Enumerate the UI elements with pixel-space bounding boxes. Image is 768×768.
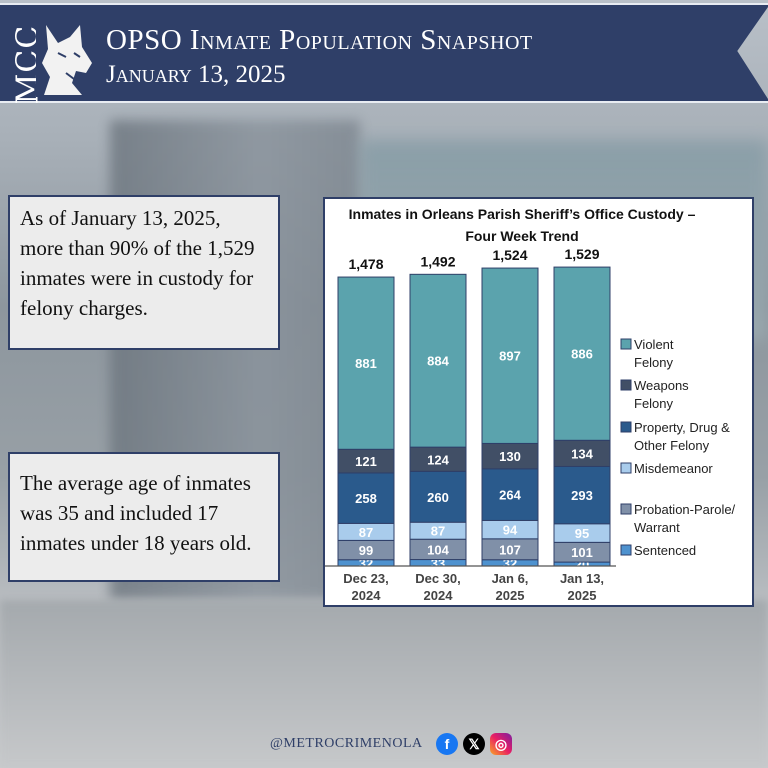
bar-segment [409, 470, 467, 523]
legend-label: Other Felony [634, 438, 710, 453]
segment-label: 121 [355, 454, 377, 469]
legend-label: Felony [634, 396, 674, 411]
legend-swatch [620, 462, 632, 474]
legend-label: Sentenced [634, 543, 696, 558]
legend-swatch [620, 379, 632, 391]
legend-label: Misdemeanor [634, 461, 713, 476]
segment-label: 87 [359, 525, 373, 540]
bar-segment [337, 472, 395, 524]
segment-label: 264 [499, 488, 521, 503]
bar-segment [553, 465, 611, 525]
legend-label: Weapons [634, 378, 689, 393]
x-tick-label: 2025 [568, 588, 597, 603]
bar-segment [481, 267, 539, 444]
total-label: 1,492 [420, 253, 455, 269]
total-label: 1,478 [348, 256, 383, 272]
mcc-logo: MCC [6, 19, 96, 103]
legend-label: Felony [634, 355, 674, 370]
chart-panel: Inmates in Orleans Parish Sheriff’s Offi… [323, 197, 754, 607]
wolf-logo-icon [36, 23, 96, 97]
chart-title: Inmates in Orleans Parish Sheriff’s Offi… [349, 206, 696, 222]
legend-label: Probation-Parole/ [634, 502, 736, 517]
segment-label: 99 [359, 543, 373, 558]
bar-segment [481, 468, 539, 521]
instagram-icon[interactable]: ◎ [490, 733, 512, 755]
x-tick-label: 2024 [424, 588, 454, 603]
segment-label: 293 [571, 488, 593, 503]
x-tick-label: Dec 23, [343, 571, 389, 586]
facebook-icon[interactable]: f [436, 733, 458, 755]
segment-label: 87 [431, 524, 445, 539]
legend-label: Violent [634, 337, 674, 352]
bar-segment [409, 273, 467, 448]
segment-label: 897 [499, 349, 521, 364]
legend-swatch [620, 544, 632, 556]
social-handle[interactable]: @METROCRIMENOLA [270, 736, 423, 751]
stacked-bar-chart: Inmates in Orleans Parish Sheriff’s Offi… [325, 206, 736, 603]
x-tick-label: 2024 [352, 588, 382, 603]
page-date: January 13, 2025 [106, 61, 286, 88]
segment-label: 134 [571, 446, 593, 461]
page-title: OPSO Inmate Population Snapshot [106, 24, 533, 56]
x-tick-label: Jan 6, [492, 571, 529, 586]
legend-swatch [620, 421, 632, 433]
x-icon[interactable]: 𝕏 [463, 733, 485, 755]
segment-label: 260 [427, 490, 449, 505]
legend-swatch [620, 338, 632, 350]
segment-label: 886 [571, 347, 593, 362]
felony-callout: As of January 13, 2025, more than 90% of… [8, 195, 280, 350]
total-label: 1,524 [492, 247, 527, 263]
segment-label: 124 [427, 452, 449, 467]
bar-segment [553, 439, 611, 467]
background-road [0, 600, 768, 768]
segment-label: 104 [427, 542, 449, 557]
age-callout: The average age of inmates was 35 and in… [8, 452, 280, 582]
bar-segment [553, 266, 611, 441]
segment-label: 101 [571, 545, 593, 560]
segment-label: 95 [575, 526, 589, 541]
segment-label: 107 [499, 542, 521, 557]
chart-title-line2: Four Week Trend [465, 228, 578, 244]
bar-segment [337, 276, 395, 450]
segment-label: 94 [503, 523, 518, 538]
legend-label: Warrant [634, 520, 680, 535]
x-tick-label: 2025 [496, 588, 525, 603]
segment-label: 884 [427, 354, 449, 369]
bar-segment [481, 442, 539, 470]
header-banner: MCC OPSO Inmate Population Snapshot Janu… [0, 3, 768, 103]
legend-swatch [620, 503, 632, 515]
legend-label: Property, Drug & [634, 420, 730, 435]
segment-label: 881 [355, 356, 377, 371]
total-label: 1,529 [564, 246, 599, 262]
segment-label: 258 [355, 491, 377, 506]
x-tick-label: Dec 30, [415, 571, 461, 586]
x-tick-label: Jan 13, [560, 571, 604, 586]
segment-label: 130 [499, 449, 521, 464]
